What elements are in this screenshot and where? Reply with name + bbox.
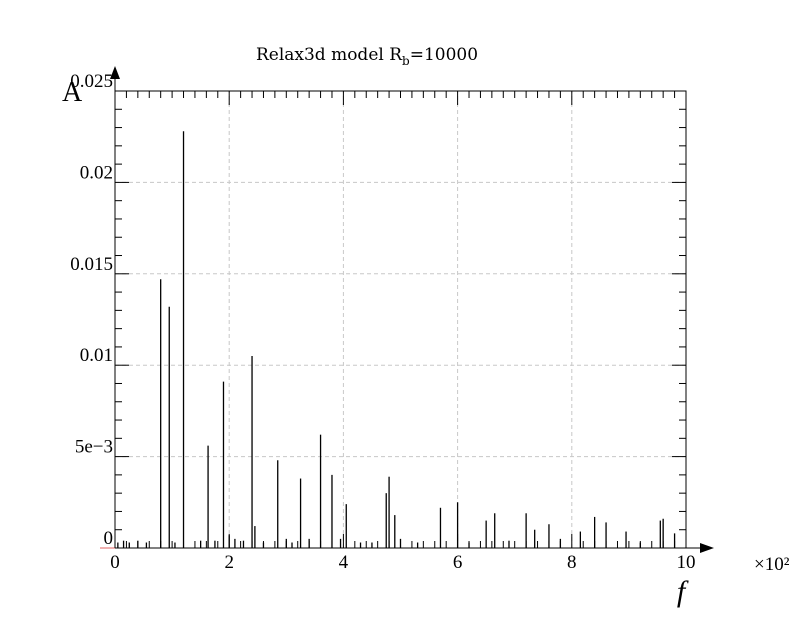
y-tick-label: 0.025 xyxy=(70,71,113,92)
y-tick-label: 0 xyxy=(104,528,114,549)
y-tick-labels: 0 5e−3 0.01 0.015 0.02 0.025 xyxy=(70,71,113,549)
chart-title: Relax3d model Rb=10000 xyxy=(256,45,478,68)
y-axis-label: A xyxy=(62,77,83,108)
plot-frame xyxy=(114,90,687,549)
bars xyxy=(117,131,676,548)
x-tick-label: 2 xyxy=(224,552,234,573)
y-tick-label: 5e−3 xyxy=(75,437,113,458)
x-axis-arrow xyxy=(700,543,714,553)
chart-title-suffix: =10000 xyxy=(410,45,478,65)
x-tick-label: 4 xyxy=(339,552,349,573)
y-tick-label: 0.015 xyxy=(70,254,113,275)
x-tick-label: 0 xyxy=(110,552,120,573)
chart-title-subscript: b xyxy=(402,54,410,68)
x-ticks xyxy=(114,91,687,548)
x-axis-label: f xyxy=(677,575,689,608)
x-tick-label: 8 xyxy=(567,552,577,573)
x-tick-label: 6 xyxy=(453,552,463,573)
y-axis-arrow xyxy=(110,66,120,79)
x-axis-multiplier: ×10² xyxy=(754,554,790,575)
x-tick-label: 10 xyxy=(677,552,696,573)
y-tick-label: 0.02 xyxy=(80,162,113,183)
x-tick-labels: 0 2 4 6 8 10 xyxy=(110,552,695,573)
chart-title-main: Relax3d model R xyxy=(256,45,403,65)
grid xyxy=(115,91,686,548)
y-tick-label: 0.01 xyxy=(80,345,113,366)
y-ticks xyxy=(115,90,686,549)
